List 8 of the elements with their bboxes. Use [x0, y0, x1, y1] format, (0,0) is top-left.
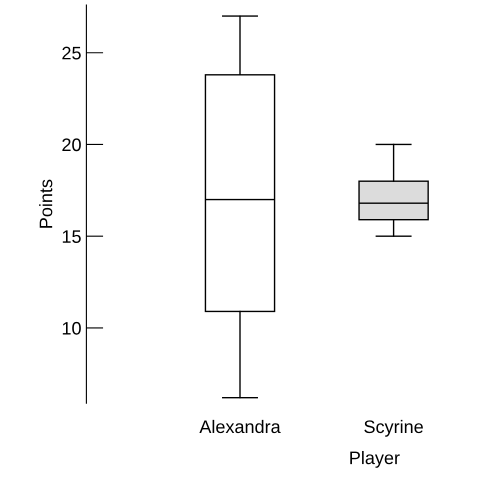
- x-tick-label: Alexandra: [199, 420, 281, 434]
- x-tick-label: Scyrine: [364, 420, 423, 437]
- y-axis-title: Points: [39, 180, 52, 228]
- y-tick-label: 10: [62, 322, 81, 335]
- y-tick-label: 25: [62, 46, 81, 60]
- y-tick-label: 15: [62, 230, 81, 243]
- y-tick-label: 20: [62, 138, 81, 152]
- x-axis-title: Player: [350, 450, 400, 468]
